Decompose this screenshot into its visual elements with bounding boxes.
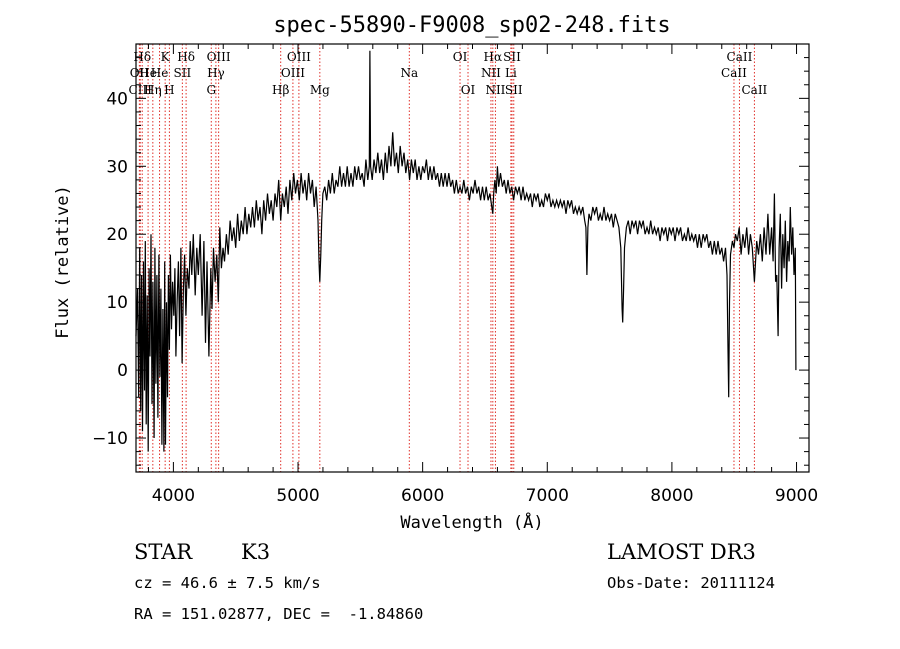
x-axis-label: Wavelength (Å) xyxy=(400,511,543,533)
y-tick-label: 20 xyxy=(106,225,128,245)
line-label: Hβ xyxy=(272,83,289,97)
y-tick-label: 40 xyxy=(106,89,128,109)
line-label: G xyxy=(206,83,216,97)
x-tick-label: 5000 xyxy=(276,486,319,506)
survey-name: LAMOST DR3 xyxy=(607,540,756,564)
plot-frame xyxy=(135,43,810,473)
line-label: Mg xyxy=(310,83,330,97)
line-label: H xyxy=(164,83,174,97)
line-label: CIII xyxy=(129,83,153,97)
line-label: CaII xyxy=(721,66,747,80)
line-label: Hγ xyxy=(207,66,225,80)
observation-date: Obs-Date: 20111124 xyxy=(607,574,775,592)
line-label: OIII xyxy=(281,66,305,80)
ra-dec-coordinates: RA = 151.02877, DEC = -1.84860 xyxy=(134,605,423,623)
line-label: Hδ xyxy=(177,50,195,64)
line-label: He xyxy=(151,66,169,80)
x-tick-label: 7000 xyxy=(526,486,569,506)
y-axis-ticks: −10 0 10 20 30 40 xyxy=(92,57,809,466)
x-tick-label: 6000 xyxy=(401,486,444,506)
line-label: SII xyxy=(174,66,192,80)
x-tick-label: 9000 xyxy=(775,486,818,506)
y-tick-label: 0 xyxy=(117,361,128,381)
spectral-line-markers xyxy=(138,44,755,472)
line-label: SII xyxy=(505,83,523,97)
line-label: He xyxy=(139,66,157,80)
line-label: Hη xyxy=(144,83,162,97)
x-tick-label: 4000 xyxy=(152,486,195,506)
line-label: K xyxy=(161,50,171,64)
line-label: OI xyxy=(461,83,476,97)
line-label: CaII xyxy=(741,83,767,97)
line-label: NII xyxy=(481,66,501,80)
line-label: Hδ xyxy=(133,50,151,64)
line-label: Na xyxy=(400,66,418,80)
line-label: OIII xyxy=(207,50,231,64)
line-label: SII xyxy=(503,50,521,64)
line-label: CaII xyxy=(727,50,753,64)
y-tick-label: 30 xyxy=(106,157,128,177)
redshift-cz: cz = 46.6 ± 7.5 km/s xyxy=(134,574,321,592)
line-label: Hα xyxy=(484,50,503,64)
spectrum-series-line xyxy=(135,50,797,452)
line-label: Li xyxy=(505,66,517,80)
line-label: OI xyxy=(453,50,468,64)
x-axis-ticks: 4000 5000 6000 7000 8000 9000 xyxy=(147,44,818,506)
line-label: OII xyxy=(130,66,150,80)
line-label: OIII xyxy=(287,50,311,64)
y-tick-label: −10 xyxy=(92,429,128,449)
object-subclass: K3 xyxy=(241,540,270,564)
object-class: STAR xyxy=(134,540,193,564)
x-tick-label: 8000 xyxy=(650,486,693,506)
y-axis-label: Flux (relative) xyxy=(53,185,73,339)
y-tick-label: 10 xyxy=(106,293,128,313)
line-label: NII xyxy=(485,83,505,97)
chart-title: spec-55890-F9008_sp02-248.fits xyxy=(273,13,670,38)
